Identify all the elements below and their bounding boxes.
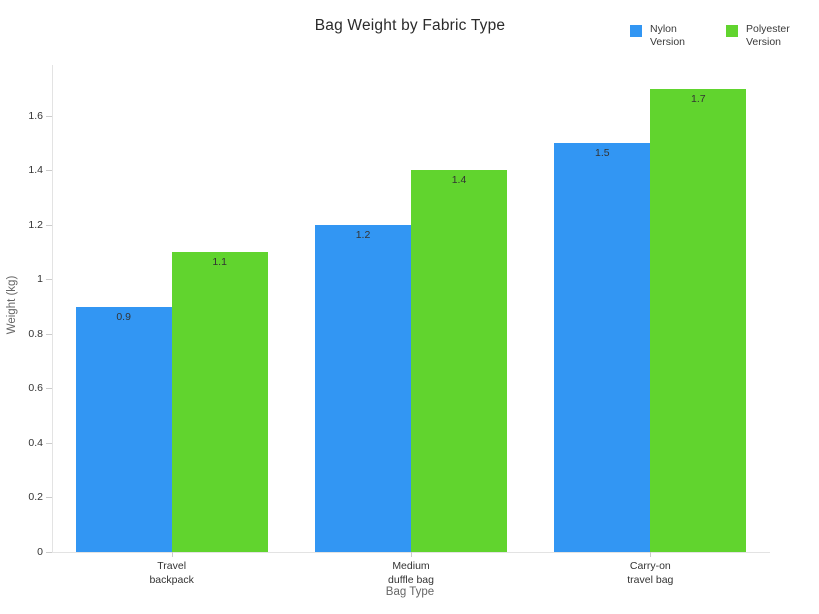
- y-tick-label: 0.2: [28, 491, 43, 504]
- y-tick-mark: [46, 333, 52, 335]
- bar-value-label: 1.4: [451, 174, 467, 187]
- x-tick-mark: [411, 552, 412, 557]
- legend-label-polyester: Polyester Version: [746, 23, 790, 48]
- polyester-swatch-icon: [726, 25, 738, 37]
- category-label: Medium duffle bag: [388, 560, 434, 586]
- bar-nylon-0[interactable]: 0.9: [75, 306, 172, 552]
- y-tick-mark: [46, 115, 52, 117]
- legend: Nylon Version Polyester Version: [630, 23, 802, 49]
- y-tick-mark: [46, 552, 52, 553]
- y-tick-label: 0.8: [28, 327, 43, 340]
- y-tick-label: 1.6: [28, 109, 43, 122]
- category-label: Carry-on travel bag: [627, 560, 674, 586]
- bar-nylon-2[interactable]: 1.5: [554, 143, 651, 552]
- y-tick-label: 0: [37, 546, 43, 558]
- y-tick-label: 0.4: [28, 436, 43, 449]
- x-axis-title: Bag Type: [385, 586, 435, 598]
- y-axis-title: Weight (kg): [6, 275, 18, 335]
- bar-value-label: 1.5: [595, 147, 610, 160]
- bar-value-label: 1.1: [212, 256, 227, 269]
- bar-value-label: 1.7: [691, 92, 706, 105]
- bar-value-label: 0.9: [116, 310, 131, 323]
- y-tick-mark: [46, 442, 52, 444]
- y-tick-mark: [46, 224, 52, 226]
- bar-polyester-0[interactable]: 1.1: [171, 252, 268, 552]
- legend-item-polyester[interactable]: Polyester Version: [726, 23, 802, 49]
- y-tick-label: 1.4: [28, 164, 43, 177]
- chart-title: Bag Weight by Fabric Type: [314, 17, 506, 34]
- legend-item-nylon[interactable]: Nylon Version: [630, 23, 706, 49]
- y-tick-mark: [46, 497, 52, 499]
- category-label: Travel backpack: [149, 560, 194, 586]
- bar-nylon-1[interactable]: 1.2: [315, 224, 411, 552]
- y-tick-label: 1: [37, 273, 43, 286]
- legend-label-nylon: Nylon Version: [650, 23, 686, 48]
- y-tick-label: 0.6: [28, 382, 43, 395]
- y-tick-mark: [46, 279, 52, 281]
- nylon-swatch-icon: [630, 25, 642, 37]
- bar-polyester-1[interactable]: 1.4: [411, 170, 507, 552]
- y-axis-line: [52, 65, 53, 552]
- bar-polyester-2[interactable]: 1.7: [650, 88, 747, 552]
- y-tick-mark: [46, 388, 52, 390]
- x-tick-mark: [171, 552, 173, 557]
- bar-value-label: 1.2: [355, 228, 371, 241]
- x-tick-mark: [650, 552, 652, 557]
- y-tick-label: 1.2: [28, 218, 43, 231]
- y-tick-mark: [46, 170, 52, 172]
